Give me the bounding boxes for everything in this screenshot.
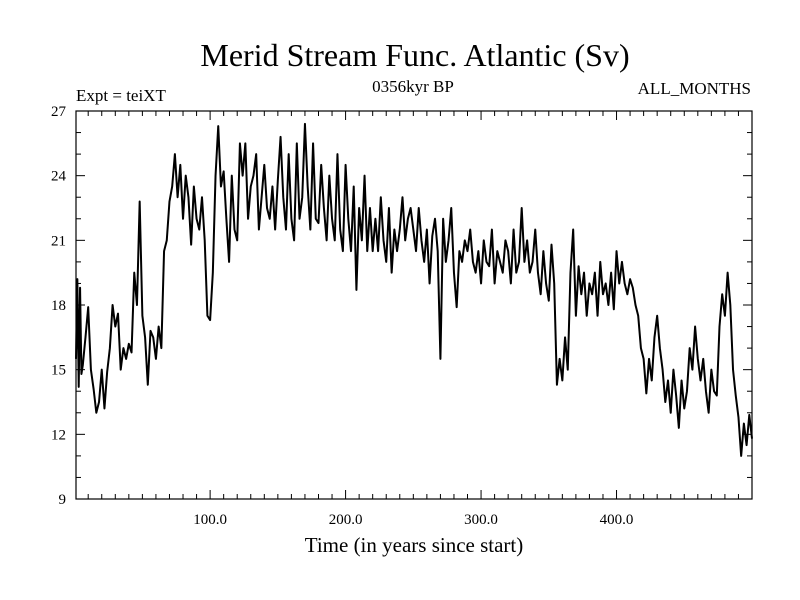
series-line: [75, 122, 753, 457]
y-tick-label: 9: [59, 492, 67, 508]
y-tick-label: 18: [51, 298, 66, 314]
y-tick-label: 15: [51, 363, 66, 379]
x-tick-label: 300.0: [464, 512, 498, 528]
plot-frame: [75, 110, 753, 500]
y-tick-label: 24: [51, 169, 67, 185]
subtitle-right: ALL_MONTHS: [638, 79, 751, 98]
subtitle-center: 0356kyr BP: [372, 77, 454, 96]
y-tick-label: 12: [51, 427, 66, 443]
chart-title: Merid Stream Func. Atlantic (Sv): [200, 37, 629, 73]
x-tick-label: 200.0: [329, 512, 363, 528]
y-tick-label: 27: [51, 104, 67, 120]
y-tick-label: 21: [51, 233, 66, 249]
x-tick-label: 400.0: [600, 512, 634, 528]
x-tick-label: 100.0: [193, 512, 227, 528]
subtitle-left: Expt = teiXT: [76, 86, 166, 105]
x-axis-label: Time (in years since start): [305, 533, 524, 557]
